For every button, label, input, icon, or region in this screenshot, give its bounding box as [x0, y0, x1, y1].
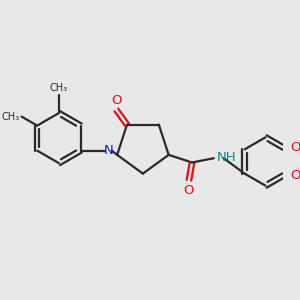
Text: O: O: [290, 169, 300, 182]
Text: CH₃: CH₃: [2, 112, 20, 122]
Text: N: N: [103, 144, 113, 157]
Text: O: O: [290, 141, 300, 154]
Text: CH₃: CH₃: [50, 82, 68, 93]
Text: NH: NH: [217, 151, 237, 164]
Text: O: O: [184, 184, 194, 196]
Text: O: O: [111, 94, 122, 107]
